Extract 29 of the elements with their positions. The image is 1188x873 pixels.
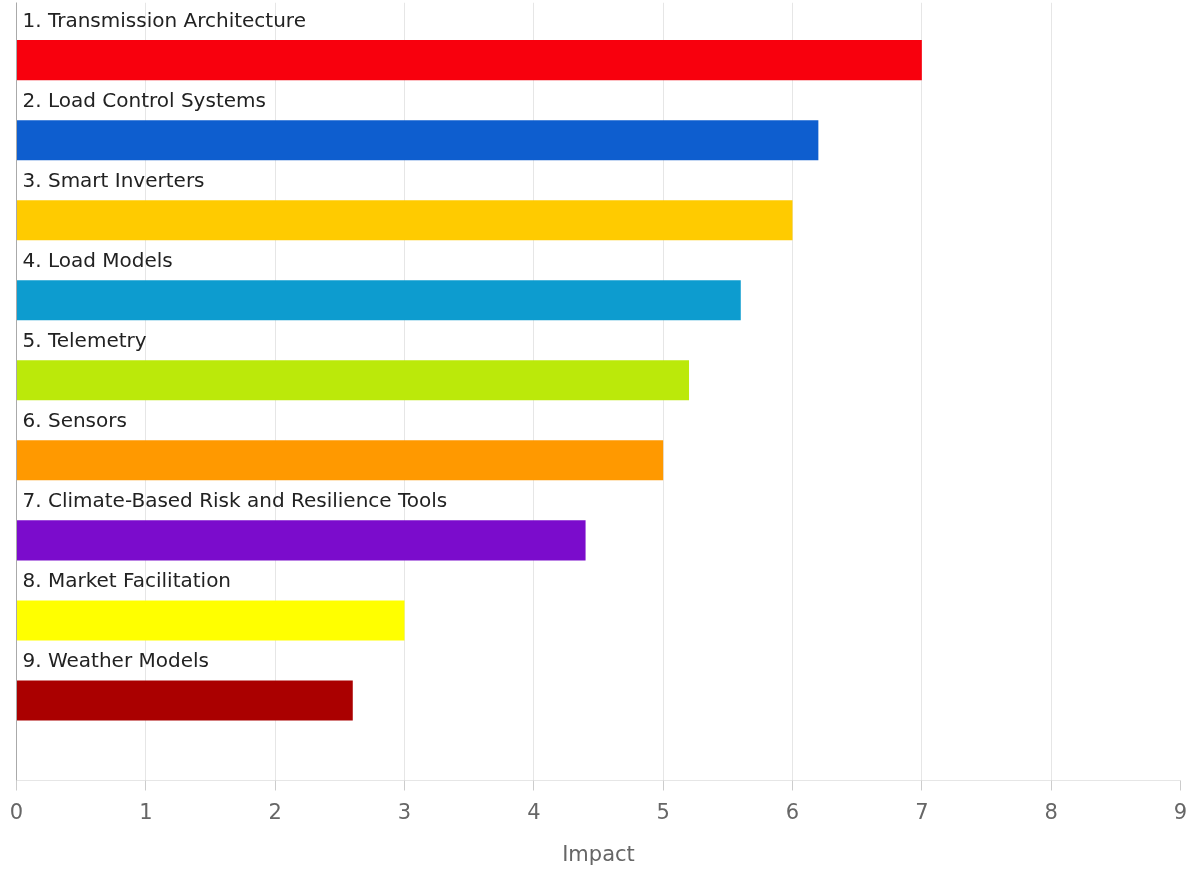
y-tick-label: 8. Market Facilitation — [22, 568, 232, 593]
bar — [16, 280, 741, 321]
x-tick-label: 4 — [527, 799, 541, 824]
y-tick-label: 1. Transmission Architecture — [22, 8, 306, 33]
x-tick-label: 1 — [139, 799, 153, 824]
bar — [16, 360, 690, 401]
y-tick-label: 2. Load Control Systems — [22, 88, 266, 113]
y-tick-label: 9. Weather Models — [22, 648, 209, 673]
x-tick-label: 0 — [9, 799, 24, 824]
y-tick-label: 6. Sensors — [22, 408, 127, 433]
bar — [16, 600, 405, 641]
bar — [16, 40, 922, 81]
y-tick-label: 5. Telemetry — [22, 328, 147, 353]
bar — [16, 440, 664, 481]
x-tick-label: 9 — [1173, 799, 1188, 824]
bar — [16, 120, 819, 161]
x-axis-title: Impact — [562, 841, 635, 866]
bar — [16, 680, 353, 721]
bar — [16, 200, 793, 241]
x-tick-label: 6 — [785, 799, 800, 824]
bar — [16, 520, 586, 561]
y-tick-label: 3. Smart Inverters — [22, 168, 205, 193]
x-tick-label: 7 — [915, 799, 929, 824]
x-tick-label: 5 — [656, 799, 670, 824]
y-tick-label: 4. Load Models — [22, 248, 173, 273]
x-tick-label: 2 — [268, 799, 282, 824]
x-tick-label: 3 — [397, 799, 412, 824]
y-tick-label: 7. Climate-Based Risk and Resilience Tools — [22, 488, 448, 513]
x-tick-label: 8 — [1044, 799, 1058, 824]
